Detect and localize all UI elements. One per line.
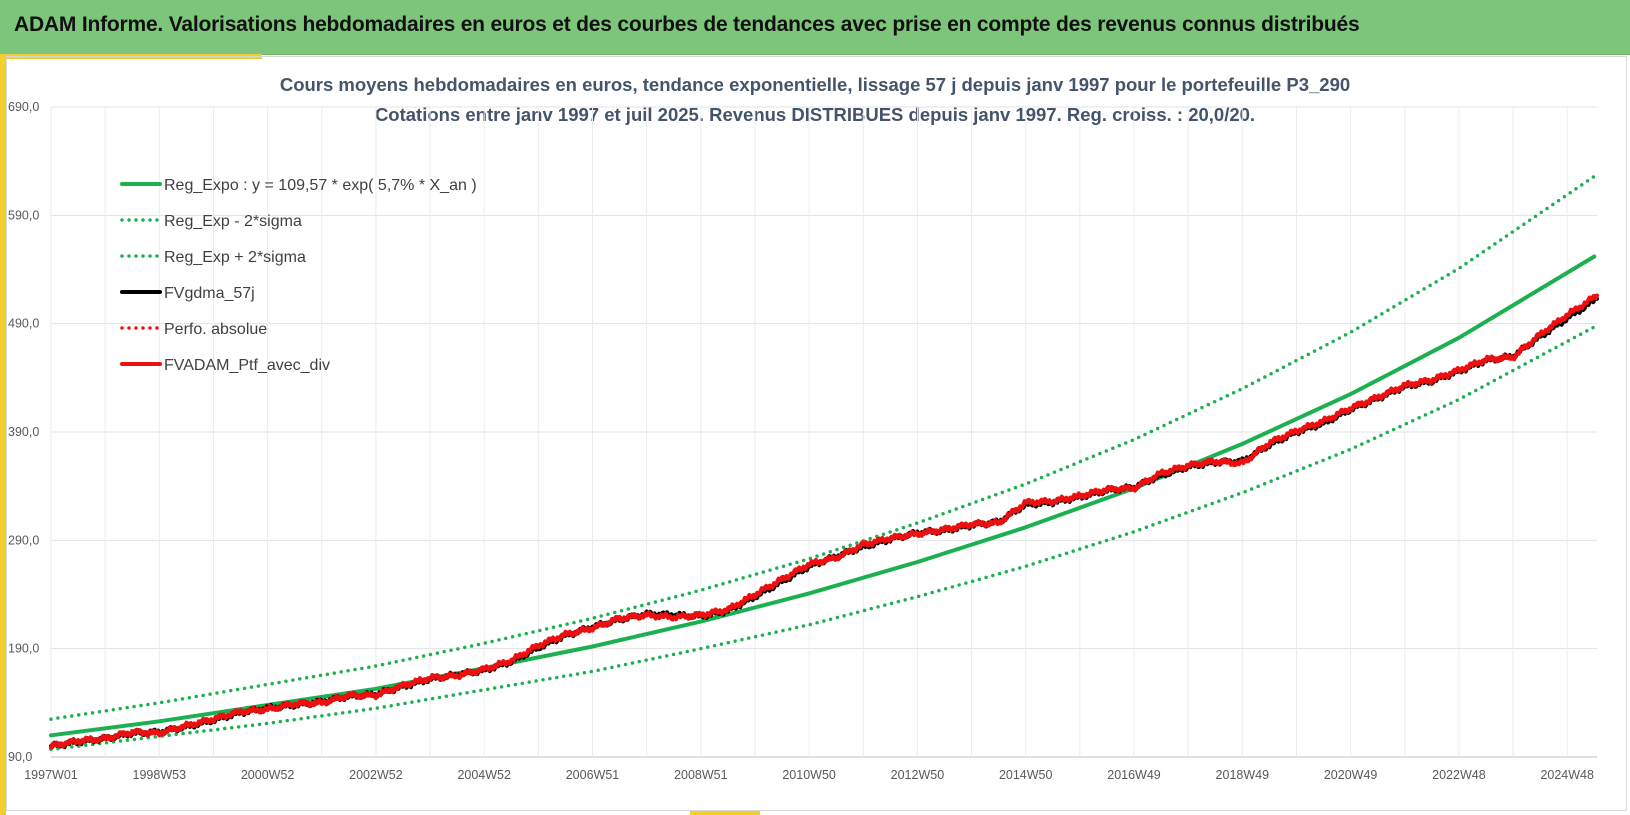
y-tick-label: 390,0 xyxy=(8,425,39,439)
legend-label: Reg_Exp - 2*sigma xyxy=(164,213,302,230)
x-tick-label: 2006W51 xyxy=(566,768,620,782)
legend-label: Reg_Expo : y = 109,57 * exp( 5,7% * X_an… xyxy=(164,177,477,194)
chart-subtitle: Cotations entre janv 1997 et juil 2025. … xyxy=(374,104,1256,125)
x-tick-label: 2010W50 xyxy=(782,768,836,782)
series-line-2 xyxy=(49,174,1597,721)
gridlines xyxy=(50,106,1597,758)
accent-bar-left xyxy=(0,54,6,815)
legend-label: FVgdma_57j xyxy=(164,285,255,302)
legend: Reg_Expo : y = 109,57 * exp( 5,7% * X_an… xyxy=(120,177,477,374)
page-title: ADAM Informe. Valorisations hebdomadaire… xyxy=(14,13,1360,36)
chart-frame xyxy=(6,56,1627,811)
series-lines xyxy=(49,174,1599,752)
x-tick-label: 2002W52 xyxy=(349,768,403,782)
x-tick-label: 2024W48 xyxy=(1540,768,1594,782)
x-tick-label: 2022W48 xyxy=(1432,768,1486,782)
x-tick-label: 2008W51 xyxy=(674,768,728,782)
x-tick-label: 2004W52 xyxy=(457,768,511,782)
y-axis-tick-labels: 90,0 190,0 290,0 390,0 490,0 590,0 690,0 xyxy=(8,100,39,764)
x-tick-label: 2000W52 xyxy=(241,768,295,782)
legend-label: Perfo. absolue xyxy=(164,321,267,338)
x-tick-label: 2020W49 xyxy=(1324,768,1378,782)
x-tick-label: 2016W49 xyxy=(1107,768,1161,782)
chart-title: Cours moyens hebdomadaires en euros, ten… xyxy=(279,74,1351,95)
y-tick-label: 690,0 xyxy=(8,100,39,114)
x-tick-label: 2012W50 xyxy=(891,768,945,782)
header-banner: ADAM Informe. Valorisations hebdomadaire… xyxy=(0,0,1630,55)
series-line-5 xyxy=(49,293,1599,750)
legend-label: Reg_Exp + 2*sigma xyxy=(164,249,306,266)
x-tick-label: 1997W01 xyxy=(24,768,78,782)
accent-bar-bottom xyxy=(690,810,760,815)
y-tick-label: 590,0 xyxy=(8,208,39,222)
y-tick-label: 290,0 xyxy=(8,533,39,547)
y-tick-label: 190,0 xyxy=(8,642,39,656)
series-line-0 xyxy=(49,254,1597,738)
y-tick-label: 490,0 xyxy=(8,317,39,331)
x-tick-label: 1998W53 xyxy=(133,768,187,782)
x-tick-label: 2014W50 xyxy=(999,768,1053,782)
x-axis-tick-labels: 1997W01 1998W53 2000W52 2002W52 2004W52 2006W… xyxy=(24,768,1594,782)
x-tick-label: 2018W49 xyxy=(1216,768,1270,782)
series-line-1 xyxy=(49,325,1597,752)
y-tick-label: 90,0 xyxy=(8,750,32,764)
legend-label: FVADAM_Ptf_avec_div xyxy=(164,357,330,374)
